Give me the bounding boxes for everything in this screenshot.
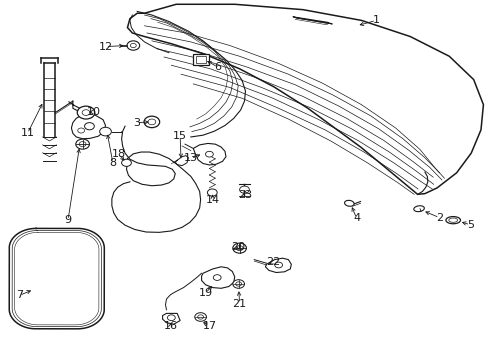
Circle shape bbox=[194, 313, 206, 321]
Ellipse shape bbox=[445, 217, 460, 224]
Text: 10: 10 bbox=[87, 107, 101, 117]
Circle shape bbox=[197, 315, 203, 319]
Circle shape bbox=[239, 186, 249, 193]
Text: 7: 7 bbox=[16, 291, 23, 301]
Circle shape bbox=[130, 43, 136, 48]
Circle shape bbox=[84, 123, 94, 130]
Circle shape bbox=[122, 159, 131, 166]
Circle shape bbox=[167, 315, 175, 320]
Ellipse shape bbox=[344, 201, 353, 206]
Text: 15: 15 bbox=[173, 131, 187, 141]
Text: 5: 5 bbox=[466, 220, 473, 230]
Circle shape bbox=[79, 141, 86, 147]
Circle shape bbox=[235, 282, 241, 286]
Text: 19: 19 bbox=[198, 288, 212, 298]
Text: 2: 2 bbox=[435, 213, 442, 222]
Text: 4: 4 bbox=[352, 213, 360, 223]
FancyBboxPatch shape bbox=[193, 54, 208, 65]
Text: 16: 16 bbox=[163, 321, 177, 331]
Circle shape bbox=[76, 139, 89, 149]
Text: 1: 1 bbox=[372, 15, 379, 26]
Text: 18: 18 bbox=[111, 149, 125, 159]
Circle shape bbox=[236, 246, 243, 251]
Text: 14: 14 bbox=[205, 195, 220, 205]
Text: 21: 21 bbox=[232, 299, 246, 309]
Text: 23: 23 bbox=[238, 190, 252, 200]
Text: 8: 8 bbox=[109, 158, 116, 168]
Circle shape bbox=[274, 262, 282, 268]
Text: 6: 6 bbox=[214, 62, 221, 72]
Circle shape bbox=[77, 106, 95, 119]
Circle shape bbox=[78, 128, 84, 133]
Circle shape bbox=[127, 41, 140, 50]
Text: 11: 11 bbox=[20, 129, 35, 138]
Circle shape bbox=[207, 189, 217, 196]
Circle shape bbox=[205, 151, 213, 157]
Circle shape bbox=[148, 119, 156, 125]
Text: 13: 13 bbox=[183, 153, 198, 163]
Text: 3: 3 bbox=[132, 118, 140, 128]
Circle shape bbox=[144, 116, 159, 128]
Circle shape bbox=[232, 243, 246, 253]
Ellipse shape bbox=[448, 218, 457, 222]
Circle shape bbox=[213, 275, 221, 280]
Polygon shape bbox=[127, 4, 483, 194]
Text: 9: 9 bbox=[64, 215, 71, 225]
Text: 12: 12 bbox=[98, 42, 112, 51]
Circle shape bbox=[232, 280, 244, 288]
Text: 22: 22 bbox=[265, 257, 279, 267]
Text: 17: 17 bbox=[202, 321, 216, 331]
Text: 20: 20 bbox=[231, 242, 245, 252]
Circle shape bbox=[82, 110, 90, 116]
Circle shape bbox=[100, 127, 111, 136]
Ellipse shape bbox=[413, 206, 424, 212]
